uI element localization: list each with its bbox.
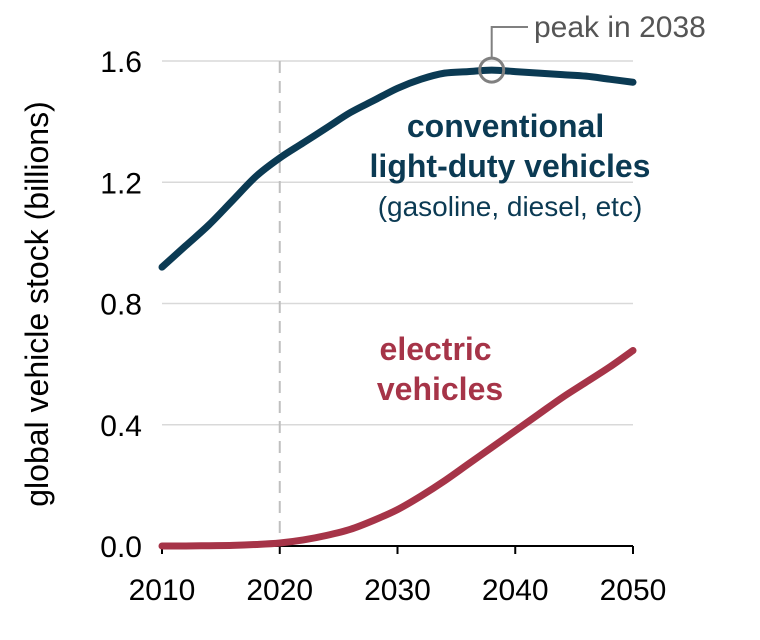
peak-annotation-label: peak in 2038: [534, 11, 706, 44]
gridlines: [162, 60, 633, 426]
x-tick-label: 2030: [364, 574, 431, 607]
y-tick-label: 0.8: [100, 289, 142, 322]
x-axis-ticks: 2010 2020 2030 2040 2050: [129, 546, 667, 607]
peak-annotation: peak in 2038: [478, 11, 706, 84]
y-tick-label: 1.2: [100, 167, 142, 200]
electric-series-label: electric vehicles: [377, 331, 503, 407]
conventional-vehicles-line: [158, 66, 637, 271]
x-tick-label: 2020: [246, 574, 313, 607]
conventional-series-sublabel: (gasoline, diesel, etc): [378, 191, 643, 222]
y-tick-label: 1.6: [100, 46, 142, 79]
y-axis-label: global vehicle stock (billions): [19, 101, 55, 507]
x-tick-label: 2040: [482, 574, 549, 607]
peak-leader-line: [490, 26, 528, 59]
y-axis-ticks: 0.0 0.4 0.8 1.2 1.6: [100, 46, 142, 564]
x-tick-label: 2050: [600, 574, 667, 607]
y-tick-label: 0.4: [100, 410, 142, 443]
x-tick-label: 2010: [129, 574, 196, 607]
y-tick-label: 0.0: [100, 531, 142, 564]
electric-vehicles-line: [158, 346, 637, 550]
conventional-series-label: conventional light-duty vehicles: [370, 108, 651, 184]
